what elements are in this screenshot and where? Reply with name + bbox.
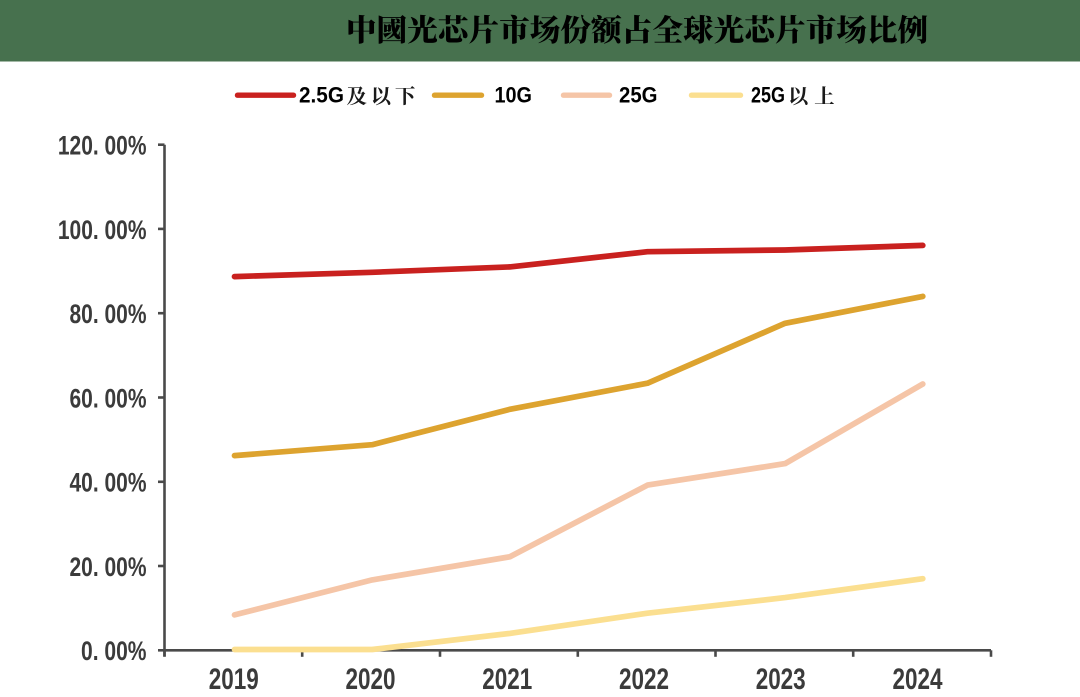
svg-text:2024: 2024 [893,663,943,696]
svg-text:120. 00%: 120. 00% [58,131,147,161]
svg-text:40. 00%: 40. 00% [70,468,147,498]
svg-text:0. 00%: 0. 00% [81,636,147,666]
svg-text:25G: 25G [619,82,658,107]
svg-text:80. 00%: 80. 00% [70,299,147,329]
svg-text:20. 00%: 20. 00% [70,552,147,582]
svg-text:60. 00%: 60. 00% [70,383,147,413]
svg-text:100. 00%: 100. 00% [58,215,147,245]
svg-text:2019: 2019 [209,663,259,696]
svg-text:10G: 10G [495,82,533,107]
svg-text:25G: 25G [751,82,785,107]
svg-text:2023: 2023 [756,663,806,696]
svg-text:2.5G: 2.5G [299,82,344,107]
svg-text:2021: 2021 [482,663,532,696]
svg-text:2020: 2020 [346,663,396,696]
svg-text:2022: 2022 [619,663,669,696]
